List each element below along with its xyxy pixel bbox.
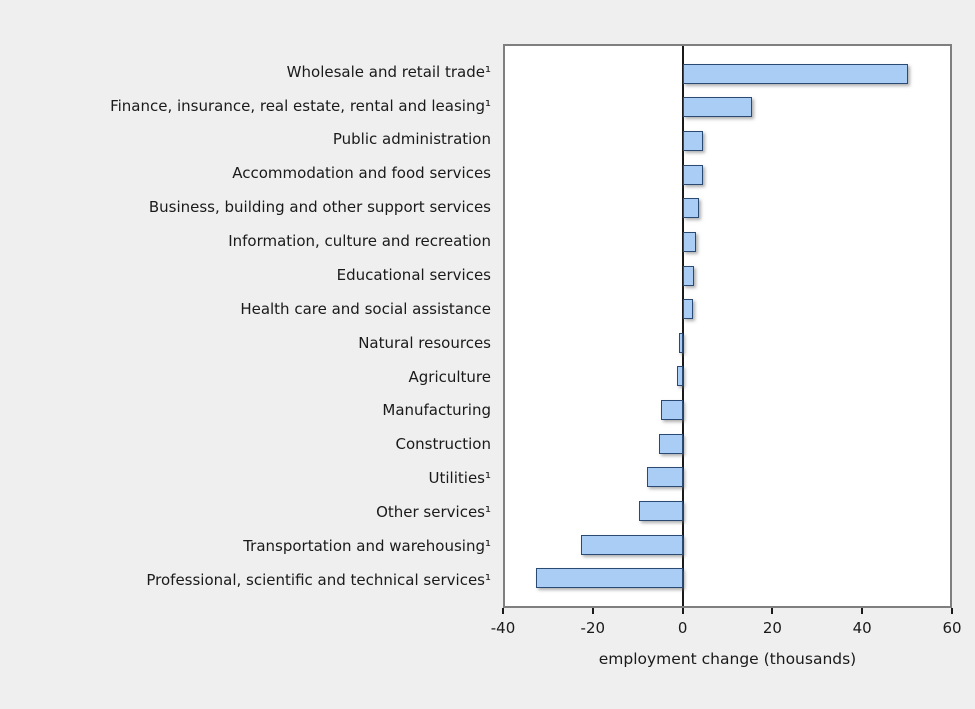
bar-row [505,192,950,226]
category-label-row: Transportation and warehousing¹ [0,529,491,563]
x-tick [951,608,953,614]
plot-area [503,44,952,608]
category-label: Public administration [332,130,491,149]
x-tick [681,608,684,614]
category-label: Utilities¹ [428,469,491,488]
bar-row [505,326,950,360]
category-label: Other services¹ [376,503,491,522]
bar-row [505,91,950,125]
x-tick [502,608,504,614]
bar [660,400,683,421]
category-label: Professional, scientific and technical s… [146,570,491,589]
category-label: Health care and social assistance [240,299,491,318]
category-label-row: Utilities¹ [0,462,491,496]
bar [683,131,703,152]
category-label-row: Natural resources [0,326,491,360]
category-label: Construction [395,435,491,454]
category-labels-column: Wholesale and retail trade¹ Finance, insu… [0,44,491,608]
category-label: Finance, insurance, real estate, rental … [110,96,491,115]
bar-row [505,158,950,192]
bar [683,231,697,252]
category-label-row: Agriculture [0,360,492,394]
category-label: Manufacturing [382,401,491,420]
bar-row [505,494,950,528]
bar [683,164,703,185]
category-label: Wholesale and retail trade¹ [286,62,491,81]
zero-axis-line [682,46,684,606]
category-label-row: Public administration [0,123,491,157]
x-tick-label: -40 [490,619,516,637]
bar [676,366,683,387]
bar-row [505,259,950,293]
bar [683,265,694,286]
x-tick-label: 60 [942,619,962,637]
x-axis-tick-labels: -40 -20 0 20 40 60 [491,619,962,639]
bar [646,467,683,488]
category-label: Accommodation and food services [232,164,491,183]
category-label-row: Educational services [0,258,491,292]
category-label: Natural resources [358,333,491,352]
bar [683,97,752,118]
category-label-row: Health care and social assistance [0,292,491,326]
category-label: Transportation and warehousing¹ [243,536,491,555]
bar [659,433,683,454]
category-label: Information, culture and recreation [228,232,491,251]
category-label: Business, building and other support ser… [148,198,491,217]
bar [683,198,699,219]
x-axis-tick-marks [502,608,953,616]
x-tick [591,608,594,614]
bar-row [505,360,950,394]
category-label-row: Wholesale and retail trade¹ [0,55,491,89]
bar [638,500,683,521]
bar [678,332,683,353]
x-tick-label: -20 [580,619,606,637]
x-tick-label: 40 [852,619,872,637]
bar [683,63,908,84]
category-label-row: Finance, insurance, real estate, rental … [0,89,491,123]
bar-row [505,124,950,158]
bar-row [505,561,950,595]
x-axis-title: employment change (thousands) [598,650,857,668]
x-tick [771,608,774,614]
category-label-row: Accommodation and food services [0,157,491,191]
category-label-row: Construction [0,428,491,462]
bar-row [505,427,950,461]
x-tick-label: 0 [677,619,688,637]
bars-container [505,46,950,606]
category-label-row: Other services¹ [0,495,491,529]
bar-row [505,57,950,91]
bar-row [505,528,950,562]
category-label-row: Information, culture and recreation [0,224,491,258]
x-tick-label: 20 [762,619,782,637]
bar [536,568,683,589]
bar-row [505,393,950,427]
bar-row [505,292,950,326]
x-tick [861,608,864,614]
bar [580,534,683,555]
category-label-row: Professional, scientific and technical s… [0,563,491,597]
bar-row [505,225,950,259]
category-label-row: Manufacturing [0,394,491,428]
bar [683,299,694,320]
bar-row [505,461,950,495]
category-label-row: Business, building and other support ser… [0,191,491,225]
category-label: Educational services [336,265,491,284]
category-label: Agriculture [408,367,492,386]
